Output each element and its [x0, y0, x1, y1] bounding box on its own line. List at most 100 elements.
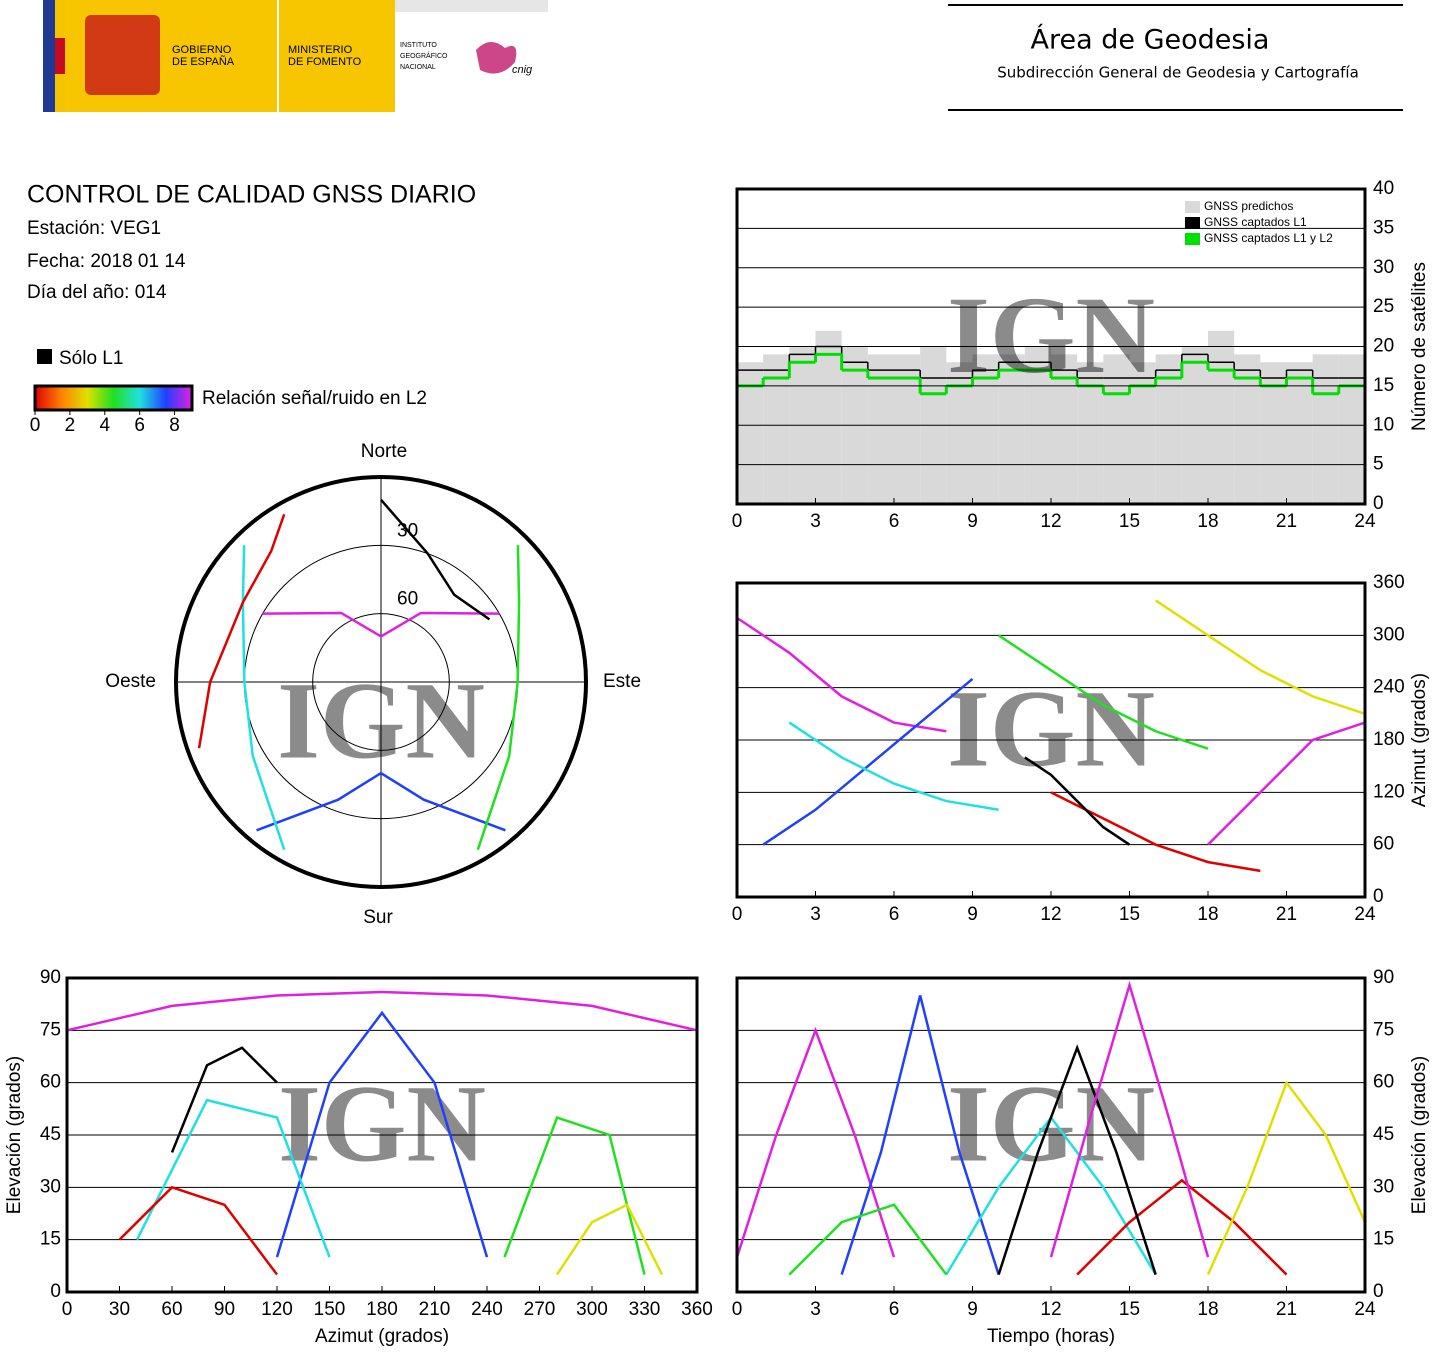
- y-tick-label: 15: [40, 1229, 61, 1250]
- plot-frame: [65, 976, 699, 1294]
- x-tick-label: 18: [1197, 511, 1218, 532]
- chart: 0 15 30 45 60 75 90 0 3 6 9 12 15 18 21 24 IGN Elevación …: [732, 967, 1430, 1347]
- satellite-track: [135, 1098, 331, 1258]
- satellite-track: [170, 1046, 278, 1153]
- colorbar-label: Relación señal/ruido en L2: [202, 388, 427, 409]
- predicted-bar: [1286, 362, 1313, 504]
- flag-blue: [43, 0, 55, 112]
- solo-l1-swatch: [37, 349, 52, 364]
- legend-swatch: [1185, 217, 1200, 229]
- satellite-track: [840, 995, 1000, 1275]
- report-title: CONTROL DE CALIDAD GNSS DIARIO: [27, 181, 476, 209]
- watermark: IGN: [947, 274, 1155, 396]
- x-tick-label: 21: [1276, 511, 1297, 532]
- satellite-track: [241, 545, 286, 851]
- y-axis-label: Elevación (grados): [4, 1056, 25, 1214]
- legend-swatch: [1185, 201, 1200, 213]
- x-tick-label: 18: [1197, 904, 1218, 925]
- colorbar-tick-label: 4: [99, 415, 110, 436]
- y-tick-label: 120: [1373, 781, 1405, 802]
- header-right: Área de Geodesia Subdirección General de…: [948, 4, 1403, 111]
- satellite-track: [762, 677, 974, 846]
- direction-north: Norte: [361, 441, 407, 462]
- x-tick-label: 3: [810, 511, 821, 532]
- predicted-bar: [815, 330, 842, 504]
- direction-west: Oeste: [105, 671, 156, 692]
- x-tick-label: 24: [1354, 511, 1376, 532]
- satellite-track: [1207, 721, 1366, 846]
- satellite-track: [735, 1026, 896, 1258]
- area-subtitle: Subdirección General de Geodesia y Carto…: [997, 64, 1359, 82]
- watermark: IGN: [278, 1062, 486, 1184]
- plot-frame: [735, 976, 1367, 1294]
- x-tick-label: 3: [810, 1299, 821, 1320]
- y-tick-label: 15: [1373, 1229, 1394, 1250]
- y-tick-label: 60: [40, 1072, 61, 1093]
- legend: GNSS predichos GNSS captados L1 GNSS capta…: [1185, 199, 1333, 245]
- legend-label: GNSS captados L1: [1204, 215, 1307, 229]
- date: Fecha: 2018 01 14: [27, 251, 186, 272]
- ign-bar: [395, 0, 548, 12]
- ign-name-3: NACIONAL: [400, 64, 436, 71]
- satellite-track: [1206, 1080, 1367, 1276]
- watermark: IGN: [277, 659, 485, 781]
- satellite-track: [66, 990, 698, 1032]
- satellite-track: [1049, 980, 1210, 1258]
- predicted-bar: [737, 362, 764, 504]
- y-axis-label: Número de satélites: [1409, 262, 1430, 431]
- satellite-track: [256, 771, 506, 832]
- predicted-bar: [1208, 330, 1235, 504]
- satellite-track: [118, 1185, 278, 1276]
- y-tick-label: 45: [1373, 1124, 1394, 1145]
- y-tick-label: 35: [1373, 217, 1394, 238]
- x-tick-label: 6: [889, 904, 900, 925]
- gov-name-1: GOBIERNO: [172, 44, 232, 56]
- x-tick-label: 12: [1040, 511, 1061, 532]
- plot-frame: [735, 581, 1367, 899]
- report-info: CONTROL DE CALIDAD GNSS DIARIO Estación:…: [27, 181, 476, 409]
- direction-south: Sur: [363, 907, 393, 928]
- x-tick-label: 15: [1119, 1299, 1140, 1320]
- header-logos: GOBIERNO DE ESPAÑA MINISTERIO DE FOMENTO…: [43, 0, 548, 112]
- x-tick-label: 0: [62, 1299, 73, 1320]
- x-axis-label: Azimut (grados): [315, 1326, 449, 1347]
- y-tick-label: 45: [40, 1124, 61, 1145]
- x-tick-label: 21: [1276, 904, 1297, 925]
- x-tick-label: 0: [732, 904, 743, 925]
- x-tick-label: 12: [1040, 904, 1061, 925]
- y-tick-label: 300: [1373, 624, 1405, 645]
- legend-swatch: [1185, 233, 1200, 245]
- colorbar-tick-label: 0: [30, 415, 41, 436]
- x-tick-label: 60: [161, 1299, 182, 1320]
- y-tick-label: 360: [1373, 572, 1405, 593]
- x-tick-label: 15: [1119, 904, 1140, 925]
- satellite-track: [476, 545, 521, 851]
- y-tick-label: 75: [1373, 1019, 1394, 1040]
- y-tick-label: 30: [1373, 257, 1394, 278]
- x-tick-label: 15: [1119, 511, 1140, 532]
- satellite-track: [1154, 599, 1366, 716]
- chart: 0 5 10 15 20 25 30 35 40 0 3 6 9 12 15 18 21 24 IGN Número …: [732, 178, 1430, 532]
- y-tick-label: 40: [1373, 178, 1394, 199]
- watermark: IGN: [947, 667, 1155, 789]
- satellite-track: [997, 1044, 1157, 1275]
- satellite-track: [380, 498, 491, 621]
- ring-label: 60: [397, 589, 418, 610]
- satellite-track: [997, 634, 1209, 750]
- satellite-track: [1024, 756, 1131, 846]
- x-tick-label: 150: [314, 1299, 346, 1320]
- x-tick-label: 18: [1197, 1299, 1218, 1320]
- station: Estación: VEG1: [27, 218, 161, 239]
- x-tick-label: 9: [967, 1299, 978, 1320]
- y-tick-label: 240: [1373, 677, 1405, 698]
- y-tick-label: 60: [1373, 834, 1394, 855]
- y-tick-label: 75: [40, 1019, 61, 1040]
- satellite-track: [788, 1203, 948, 1276]
- y-tick-label: 90: [40, 967, 61, 988]
- y-tick-label: 10: [1373, 414, 1394, 435]
- legend-label: GNSS predichos: [1204, 199, 1293, 213]
- satellite-track: [262, 611, 500, 638]
- x-tick-label: 360: [681, 1299, 713, 1320]
- x-tick-label: 120: [261, 1299, 293, 1320]
